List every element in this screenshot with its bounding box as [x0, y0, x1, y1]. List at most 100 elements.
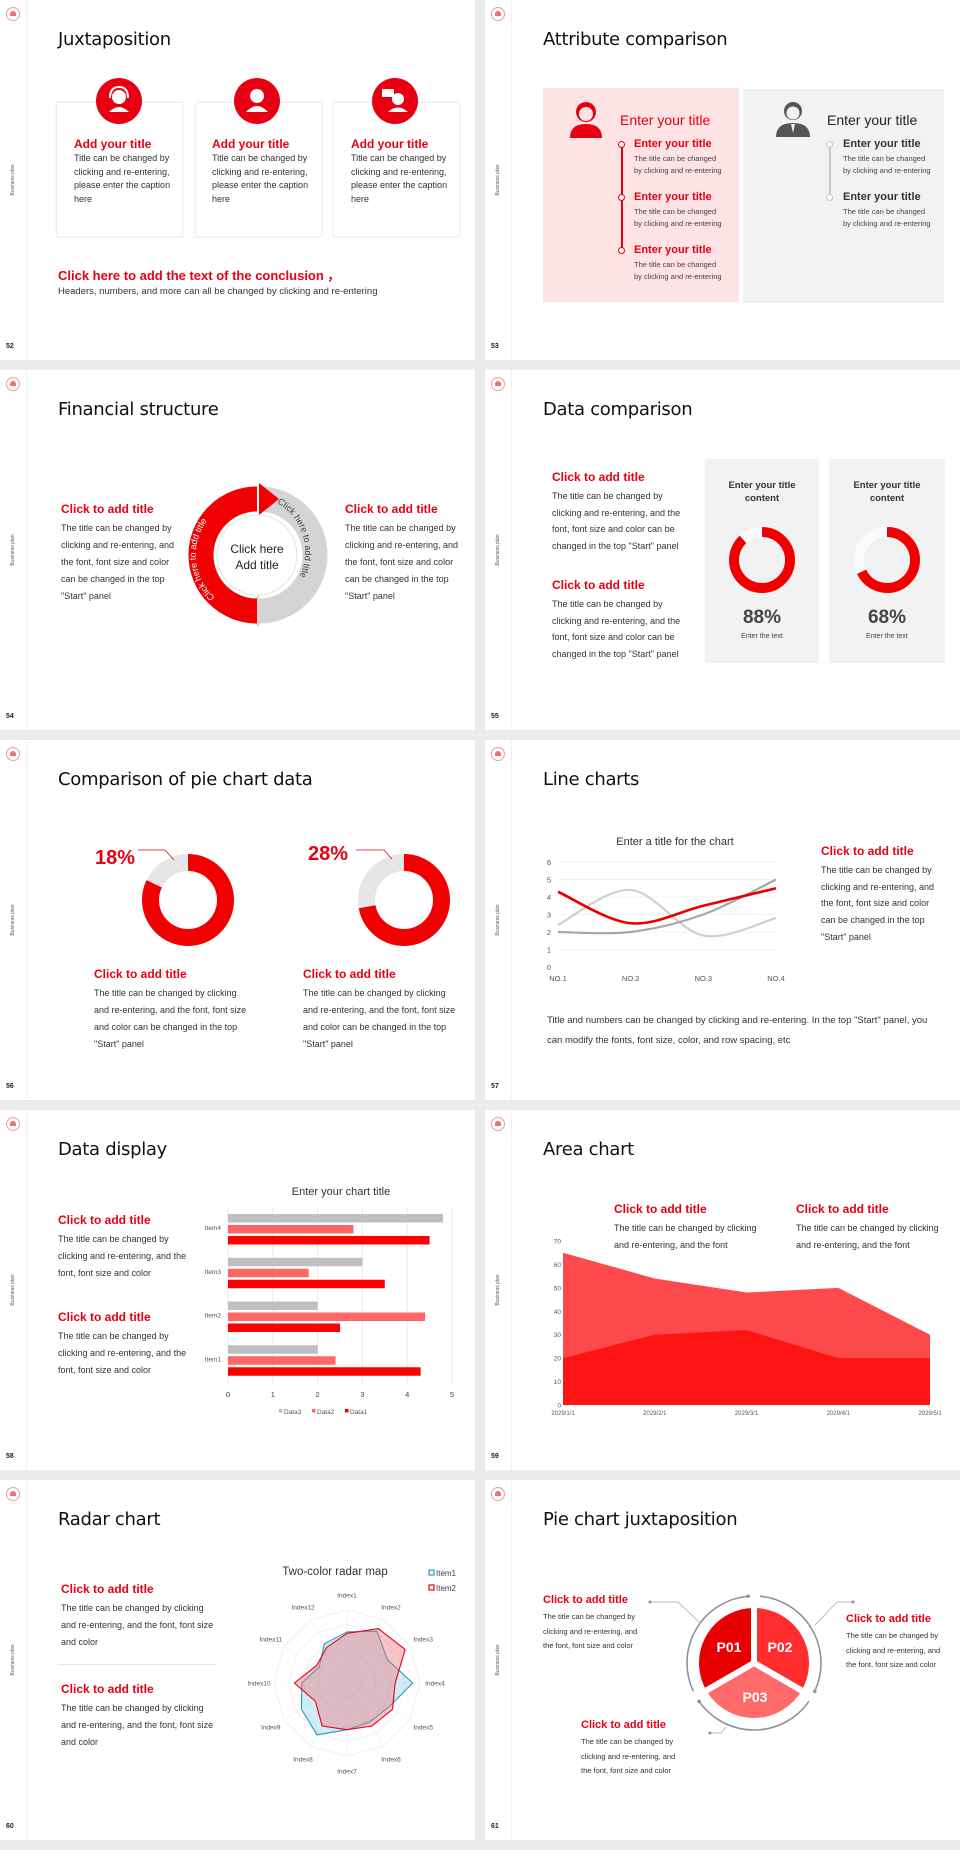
block-2-body[interactable]: The title can be changed by clicking and…: [846, 1631, 941, 1669]
right-block-body[interactable]: The title can be changed by clicking and…: [345, 523, 459, 601]
left-item-line[interactable]: by clicking and re-entering: [634, 166, 722, 175]
block-1-body[interactable]: The title can be changed by clicking and…: [61, 1603, 214, 1647]
axis-label: Index2: [381, 1604, 401, 1611]
block-2-body[interactable]: The title can be changed by clicking and…: [58, 1331, 187, 1375]
card-2-title-line2[interactable]: content: [869, 493, 905, 504]
left-panel-heading[interactable]: Enter your title: [620, 112, 711, 128]
left-item-title[interactable]: Enter your title: [634, 138, 712, 150]
pie-1-body[interactable]: The title can be changed by clicking and…: [94, 988, 247, 1049]
block-1-body[interactable]: The title can be changed by clicking and…: [58, 1234, 187, 1278]
slide-title[interactable]: Financial structure: [58, 399, 219, 420]
left-item-line[interactable]: The title can be changed: [634, 154, 717, 163]
card-1-caption[interactable]: Enter the text: [741, 633, 783, 640]
slide-61[interactable]: Business plan 61 Pie chart juxtaposition …: [485, 1480, 960, 1840]
left-item-line[interactable]: by clicking and re-entering: [634, 272, 722, 281]
card-1-title-line1[interactable]: Enter your title: [728, 480, 796, 491]
left-item-line[interactable]: The title can be changed: [634, 260, 717, 269]
left-item-title[interactable]: Enter your title: [634, 244, 712, 256]
block-1-title[interactable]: Click to add title: [614, 1202, 707, 1216]
block-2-title[interactable]: Click to add title: [58, 1310, 151, 1324]
y-tick-label: 70: [554, 1239, 562, 1246]
card-2-percent[interactable]: 68%: [867, 607, 907, 628]
slide-58[interactable]: Business plan 58 Data display Click to ad…: [0, 1110, 475, 1470]
center-line-1[interactable]: Click here: [230, 542, 284, 556]
side-title[interactable]: Click to add title: [821, 844, 914, 858]
block-3-title[interactable]: Click to add title: [581, 1719, 666, 1731]
pie-1-percent[interactable]: 18%: [95, 847, 136, 869]
right-item-title[interactable]: Enter your title: [843, 191, 921, 203]
slide-title[interactable]: Area chart: [543, 1139, 634, 1160]
slide-title[interactable]: Data display: [58, 1139, 168, 1160]
block-2-title[interactable]: Click to add title: [796, 1202, 889, 1216]
pie-segment-p03[interactable]: [700, 1660, 808, 1724]
block-3-body[interactable]: The title can be changed by clicking and…: [581, 1737, 676, 1775]
card-2-caption[interactable]: Enter the text: [866, 633, 908, 640]
slide-55[interactable]: Business plan 55 Data comparison Click to…: [485, 370, 960, 730]
block-2-body[interactable]: The title can be changed by clicking and…: [61, 1703, 214, 1747]
legend-label: Data3: [284, 1409, 302, 1416]
card-1-percent[interactable]: 88%: [742, 607, 782, 628]
slide-52[interactable]: Business plan 52 Juxtaposition Add your t…: [0, 0, 475, 360]
slide-title[interactable]: Attribute comparison: [543, 29, 728, 50]
pie-1-title[interactable]: Click to add title: [94, 967, 187, 981]
center-line-2[interactable]: Add title: [235, 558, 279, 572]
pie-2-body[interactable]: The title can be changed by clicking and…: [303, 988, 456, 1049]
conclusion-body[interactable]: Headers, numbers, and more can all be ch…: [58, 286, 378, 297]
slide-title[interactable]: Pie chart juxtaposition: [543, 1509, 738, 1530]
right-panel-heading[interactable]: Enter your title: [827, 112, 918, 128]
block-1-body[interactable]: The title can be changed by clicking and…: [614, 1223, 757, 1250]
slide-54[interactable]: Business plan 54 Financial structure Clic…: [0, 370, 475, 730]
left-block-title[interactable]: Click to add title: [61, 502, 154, 516]
slide-title[interactable]: Comparison of pie chart data: [58, 769, 313, 790]
chart-title[interactable]: Enter a title for the chart: [616, 836, 734, 848]
block-1-body[interactable]: The title can be changed by clicking and…: [552, 491, 681, 552]
left-item-line[interactable]: by clicking and re-entering: [634, 219, 722, 228]
card-2-title[interactable]: Add your title: [212, 137, 290, 151]
slide-title[interactable]: Line charts: [543, 769, 640, 790]
right-item-title[interactable]: Enter your title: [843, 138, 921, 150]
right-item-line[interactable]: by clicking and re-entering: [843, 166, 931, 175]
left-block-body[interactable]: The title can be changed by clicking and…: [61, 523, 175, 601]
card-3-body[interactable]: Title can be changed by clicking and re-…: [351, 153, 448, 204]
right-item-line[interactable]: by clicking and re-entering: [843, 219, 931, 228]
block-1-title[interactable]: Click to add title: [552, 470, 645, 484]
slide-57[interactable]: Business plan 57 Line charts Enter a titl…: [485, 740, 960, 1100]
pie-2-percent[interactable]: 28%: [308, 843, 349, 865]
left-item-title[interactable]: Enter your title: [634, 191, 712, 203]
bar-data2-item1: [228, 1356, 336, 1365]
card-2-body[interactable]: Title can be changed by clicking and re-…: [212, 153, 309, 204]
card-1-body[interactable]: Title can be changed by clicking and re-…: [74, 153, 171, 204]
conclusion-title[interactable]: Click here to add the text of the conclu…: [58, 268, 341, 283]
slide-56[interactable]: Business plan 56 Comparison of pie chart …: [0, 740, 475, 1100]
chart-title[interactable]: Enter your chart title: [291, 1186, 391, 1198]
block-2-body[interactable]: The title can be changed by clicking and…: [552, 599, 681, 660]
block-1-body[interactable]: The title can be changed by clicking and…: [543, 1612, 638, 1650]
card-2-title-line1[interactable]: Enter your title: [853, 480, 921, 491]
slide-60[interactable]: Business plan 60 Radar chart Click to add…: [0, 1480, 475, 1840]
block-1-title[interactable]: Click to add title: [61, 1582, 154, 1596]
right-item-line[interactable]: The title can be changed: [843, 207, 926, 216]
side-label: Business plan: [495, 164, 501, 196]
block-1-title[interactable]: Click to add title: [58, 1213, 151, 1227]
right-block-title[interactable]: Click to add title: [345, 502, 438, 516]
pie-2-title[interactable]: Click to add title: [303, 967, 396, 981]
block-2-title[interactable]: Click to add title: [61, 1682, 154, 1696]
slide-53[interactable]: Business plan 53 Attribute comparison Ent…: [485, 0, 960, 360]
slide-title[interactable]: Radar chart: [58, 1509, 161, 1530]
donut-value-arc: [854, 527, 920, 593]
card-1-title-line2[interactable]: content: [744, 493, 780, 504]
card-1-title[interactable]: Add your title: [74, 137, 152, 151]
right-item-line[interactable]: The title can be changed: [843, 154, 926, 163]
block-2-body[interactable]: The title can be changed by clicking and…: [796, 1223, 939, 1250]
slide-title[interactable]: Juxtaposition: [58, 29, 171, 50]
slide-59[interactable]: Business plan 59 Area chart 0 10 20 30 40 50 60…: [485, 1110, 960, 1470]
block-1-title[interactable]: Click to add title: [543, 1594, 628, 1606]
slide-title[interactable]: Data comparison: [543, 399, 693, 420]
block-2-title[interactable]: Click to add title: [552, 578, 645, 592]
card-3-title[interactable]: Add your title: [351, 137, 429, 151]
chart-title[interactable]: Two-color radar map: [282, 1566, 388, 1578]
side-body[interactable]: The title can be changed by clicking and…: [821, 865, 935, 942]
footer-text[interactable]: Title and numbers can be changed by clic…: [547, 1015, 928, 1046]
left-item-line[interactable]: The title can be changed: [634, 207, 717, 216]
block-2-title[interactable]: Click to add title: [846, 1613, 931, 1625]
